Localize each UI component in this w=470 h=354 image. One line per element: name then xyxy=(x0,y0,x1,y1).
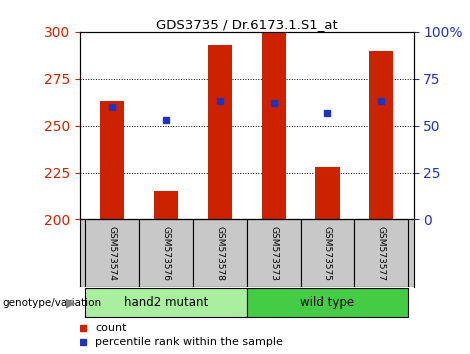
Bar xyxy=(85,288,247,317)
Bar xyxy=(208,45,232,219)
Text: hand2 mutant: hand2 mutant xyxy=(124,296,208,309)
Bar xyxy=(301,219,354,287)
Text: ▶: ▶ xyxy=(66,296,75,309)
Bar xyxy=(369,51,393,219)
Bar xyxy=(354,219,408,287)
Text: GSM573573: GSM573573 xyxy=(269,225,278,281)
Text: GSM573574: GSM573574 xyxy=(108,225,117,281)
Bar xyxy=(247,288,408,317)
Bar xyxy=(315,167,340,219)
Text: wild type: wild type xyxy=(300,296,354,309)
Text: genotype/variation: genotype/variation xyxy=(2,298,102,308)
Text: GSM573577: GSM573577 xyxy=(377,225,386,281)
Bar xyxy=(139,219,193,287)
Bar xyxy=(193,219,247,287)
Bar xyxy=(247,219,301,287)
Bar xyxy=(100,101,124,219)
Bar xyxy=(85,219,139,287)
Text: count: count xyxy=(95,322,126,332)
Title: GDS3735 / Dr.6173.1.S1_at: GDS3735 / Dr.6173.1.S1_at xyxy=(156,18,337,31)
Text: percentile rank within the sample: percentile rank within the sample xyxy=(95,337,283,347)
Text: GSM573578: GSM573578 xyxy=(215,225,224,281)
Text: GSM573575: GSM573575 xyxy=(323,225,332,281)
Text: GSM573576: GSM573576 xyxy=(162,225,171,281)
Bar xyxy=(261,32,286,219)
Bar xyxy=(154,191,178,219)
